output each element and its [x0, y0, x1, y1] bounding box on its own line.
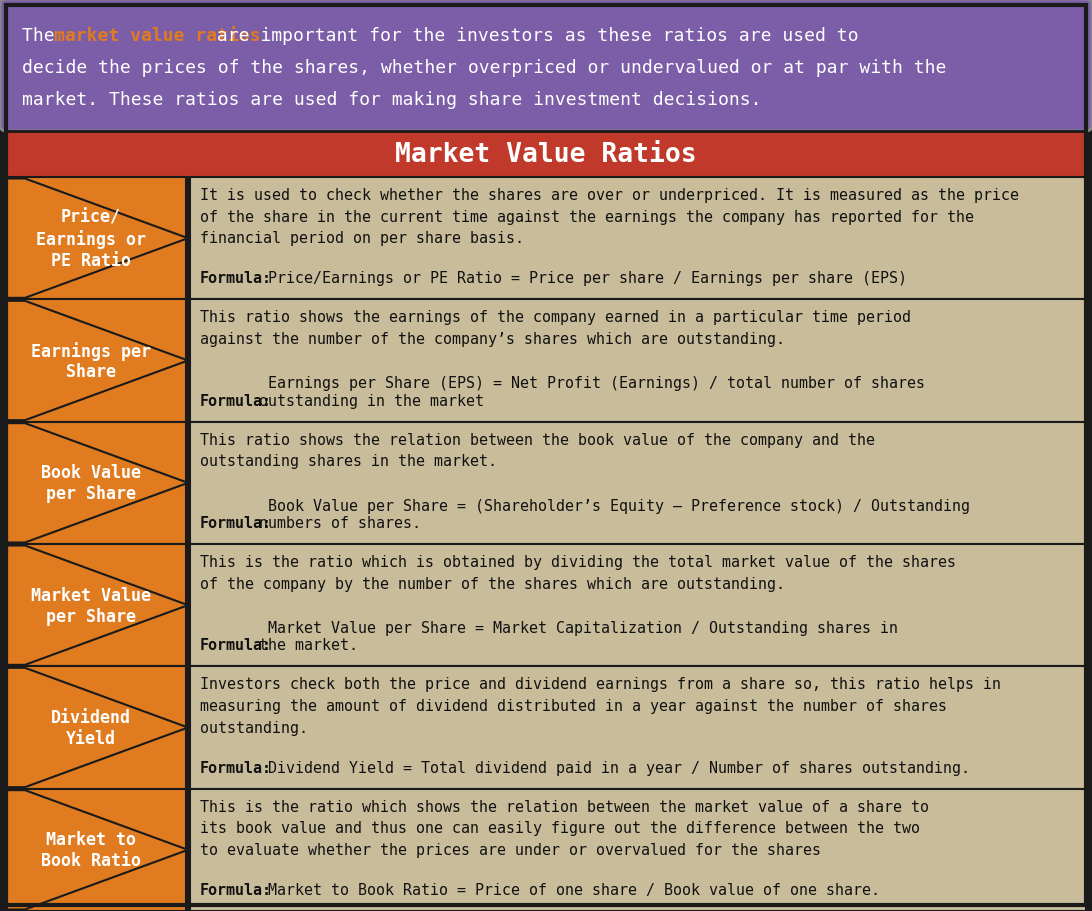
Bar: [190, 667, 1087, 789]
Text: Formula:: Formula:: [200, 760, 272, 775]
Text: It is used to check whether the shares are over or underpriced. It is measured a: It is used to check whether the shares a…: [200, 188, 1019, 246]
Bar: [5, 789, 186, 911]
Bar: [5, 300, 186, 422]
Text: This is the ratio which shows the relation between the market value of a share t: This is the ratio which shows the relati…: [200, 799, 929, 857]
Text: This ratio shows the relation between the book value of the company and the
outs: This ratio shows the relation between th…: [200, 432, 875, 469]
Text: This ratio shows the earnings of the company earned in a particular time period
: This ratio shows the earnings of the com…: [200, 310, 911, 346]
Text: decide the prices of the shares, whether overpriced or undervalued or at par wit: decide the prices of the shares, whether…: [22, 59, 947, 77]
Text: The: The: [22, 27, 66, 45]
Polygon shape: [7, 546, 188, 665]
Text: Market Value per Share = Market Capitalization / Outstanding shares in
the marke: Market Value per Share = Market Capitali…: [259, 620, 898, 652]
Bar: [190, 545, 1087, 667]
Polygon shape: [7, 668, 188, 787]
Text: Formula:: Formula:: [200, 271, 272, 286]
Polygon shape: [7, 179, 188, 299]
Bar: [5, 667, 186, 789]
Text: Price/
Earnings or
PE Ratio: Price/ Earnings or PE Ratio: [36, 209, 146, 270]
Text: Book Value per Share = (Shareholder’s Equity – Preference stock) / Outstanding
n: Book Value per Share = (Shareholder’s Eq…: [259, 498, 970, 530]
Bar: [190, 300, 1087, 422]
Text: Formula:: Formula:: [200, 516, 272, 530]
Bar: [5, 178, 186, 300]
Text: Market to Book Ratio = Price of one share / Book value of one share.: Market to Book Ratio = Price of one shar…: [259, 882, 880, 897]
Text: Formula:: Formula:: [200, 394, 272, 408]
Text: Market Value
per Share: Market Value per Share: [31, 586, 151, 625]
Text: Earnings per Share (EPS) = Net Profit (Earnings) / total number of shares
outsta: Earnings per Share (EPS) = Net Profit (E…: [259, 376, 925, 408]
Text: Book Value
per Share: Book Value per Share: [41, 464, 141, 503]
Text: Market Value Ratios: Market Value Ratios: [395, 142, 697, 168]
Bar: [5, 132, 1087, 178]
FancyBboxPatch shape: [0, 0, 1092, 132]
Bar: [190, 422, 1087, 545]
Text: market value ratios: market value ratios: [54, 27, 261, 45]
Bar: [190, 789, 1087, 911]
Text: market. These ratios are used for making share investment decisions.: market. These ratios are used for making…: [22, 91, 761, 109]
Text: Market to
Book Ratio: Market to Book Ratio: [41, 831, 141, 869]
Bar: [190, 178, 1087, 300]
Text: This is the ratio which is obtained by dividing the total market value of the sh: This is the ratio which is obtained by d…: [200, 555, 956, 591]
Bar: [5, 422, 186, 545]
Text: Earnings per
Share: Earnings per Share: [31, 342, 151, 381]
Text: are important for the investors as these ratios are used to: are important for the investors as these…: [206, 27, 858, 45]
Text: Formula:: Formula:: [200, 638, 272, 652]
Text: Investors check both the price and dividend earnings from a share so, this ratio: Investors check both the price and divid…: [200, 677, 1001, 735]
Text: Dividend
Yield: Dividend Yield: [51, 709, 131, 747]
Text: Price/Earnings or PE Ratio = Price per share / Earnings per share (EPS): Price/Earnings or PE Ratio = Price per s…: [259, 271, 906, 286]
Text: Dividend Yield = Total dividend paid in a year / Number of shares outstanding.: Dividend Yield = Total dividend paid in …: [259, 760, 970, 775]
Polygon shape: [7, 791, 188, 909]
Text: Formula:: Formula:: [200, 882, 272, 897]
Polygon shape: [7, 424, 188, 543]
Bar: [5, 545, 186, 667]
Polygon shape: [7, 302, 188, 421]
